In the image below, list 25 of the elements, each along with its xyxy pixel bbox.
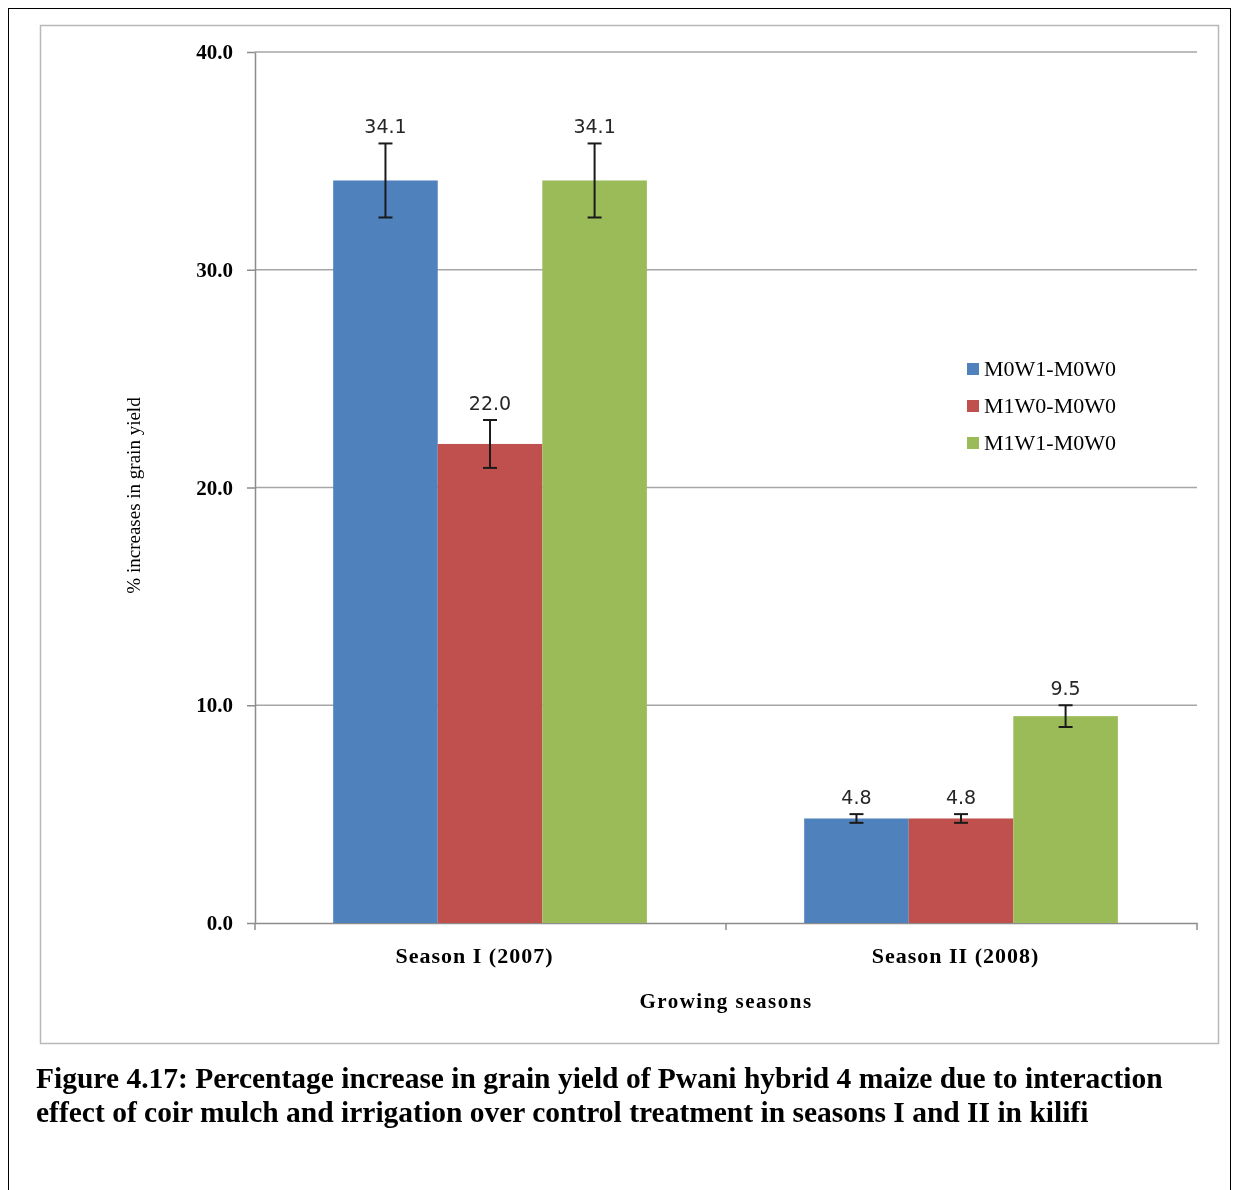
data-label: 4.8 xyxy=(945,786,977,809)
bar xyxy=(542,180,647,923)
x-axis-title: Growing seasons xyxy=(639,989,813,1013)
y-axis-title: % increases in grain yield xyxy=(123,396,144,594)
data-label: 4.8 xyxy=(841,786,872,809)
y-tick-label: 30.0 xyxy=(196,257,233,282)
bar xyxy=(437,443,543,923)
y-tick-label: 40.0 xyxy=(196,40,233,65)
legend-label: M1W0-M0W0 xyxy=(984,393,1116,418)
y-tick-label: 10.0 xyxy=(196,693,233,718)
y-tick-label: 0.0 xyxy=(206,911,233,936)
data-label: 34.1 xyxy=(573,115,616,138)
bar xyxy=(333,180,438,923)
data-label: 34.1 xyxy=(364,115,407,138)
data-label: 9.5 xyxy=(1050,677,1081,700)
bar xyxy=(908,818,1014,923)
y-tick-label: 20.0 xyxy=(196,475,233,500)
bar xyxy=(1013,716,1118,923)
legend-label: M0W1-M0W0 xyxy=(984,356,1116,381)
caption: Figure 4.17: Percentage increase in grain yield of Pwani hybrid 4 maize due to interaction effect of coir mulch and irrigation over control treatment in seasons I and II in kilifi xyxy=(36,1061,1164,1129)
x-tick-label: Season I (2007) xyxy=(395,942,554,968)
legend-label: M1W1-M0W0 xyxy=(984,430,1116,455)
data-label: 22.0 xyxy=(468,392,512,414)
bar xyxy=(804,818,909,923)
x-tick-label: Season II (2008) xyxy=(871,942,1040,968)
